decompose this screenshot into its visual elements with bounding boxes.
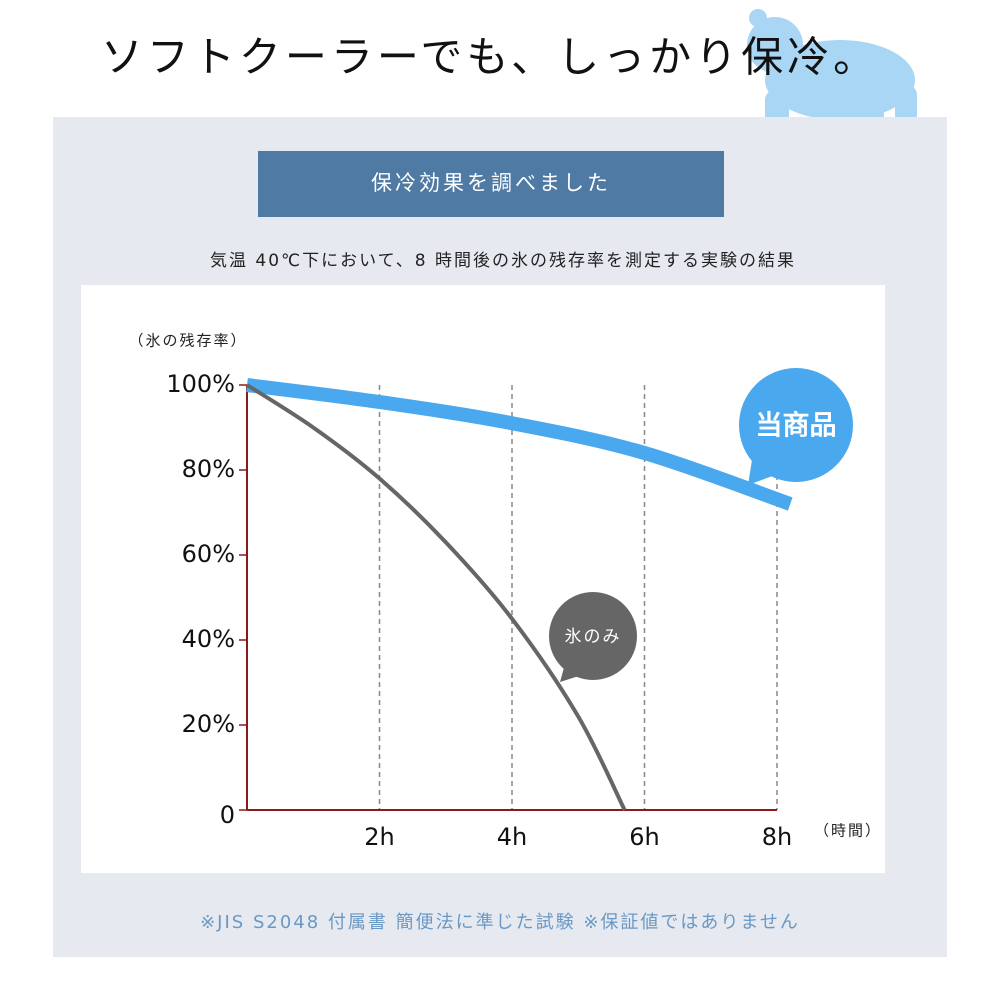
x-tick-label: 8h xyxy=(762,823,792,851)
series-label: 当商品 xyxy=(756,411,837,442)
y-tick-label: 0 xyxy=(220,801,235,829)
subtitle: 気温 40℃下において、8 時間後の氷の残存率を測定する実験の結果 xyxy=(210,251,796,271)
callout-product: 当商品 xyxy=(739,368,853,485)
chart: 2h 4h 6h 8h 0 20% 40% 60% 80% 100% xyxy=(166,370,793,851)
plot-area xyxy=(81,285,885,873)
x-axis-label: （時間） xyxy=(814,822,882,840)
y-tick-label: 20% xyxy=(182,710,235,738)
y-tick-label: 60% xyxy=(182,540,235,568)
line-series xyxy=(245,383,627,811)
callout-ice: 氷のみ xyxy=(549,592,637,682)
title: ソフトクーラーでも、しっかり保冷。 xyxy=(101,33,879,82)
x-tick-label: 2h xyxy=(364,823,394,851)
series-label: 氷のみ xyxy=(565,627,622,647)
y-tick-label: 100% xyxy=(166,370,235,398)
y-axis-label: （氷の残存率） xyxy=(128,332,247,350)
bear-icon xyxy=(747,9,917,128)
line-series xyxy=(246,378,793,511)
y-tick-label: 40% xyxy=(182,625,235,653)
footnote: ※JIS S2048 付属書 簡便法に準じた試験 ※保証値ではありません xyxy=(200,912,800,933)
x-tick-label: 4h xyxy=(497,823,527,851)
x-tick-label: 6h xyxy=(629,823,659,851)
banner: 保冷効果を調べました xyxy=(371,171,611,195)
y-tick-label: 80% xyxy=(182,455,235,483)
banner-box xyxy=(258,151,724,217)
